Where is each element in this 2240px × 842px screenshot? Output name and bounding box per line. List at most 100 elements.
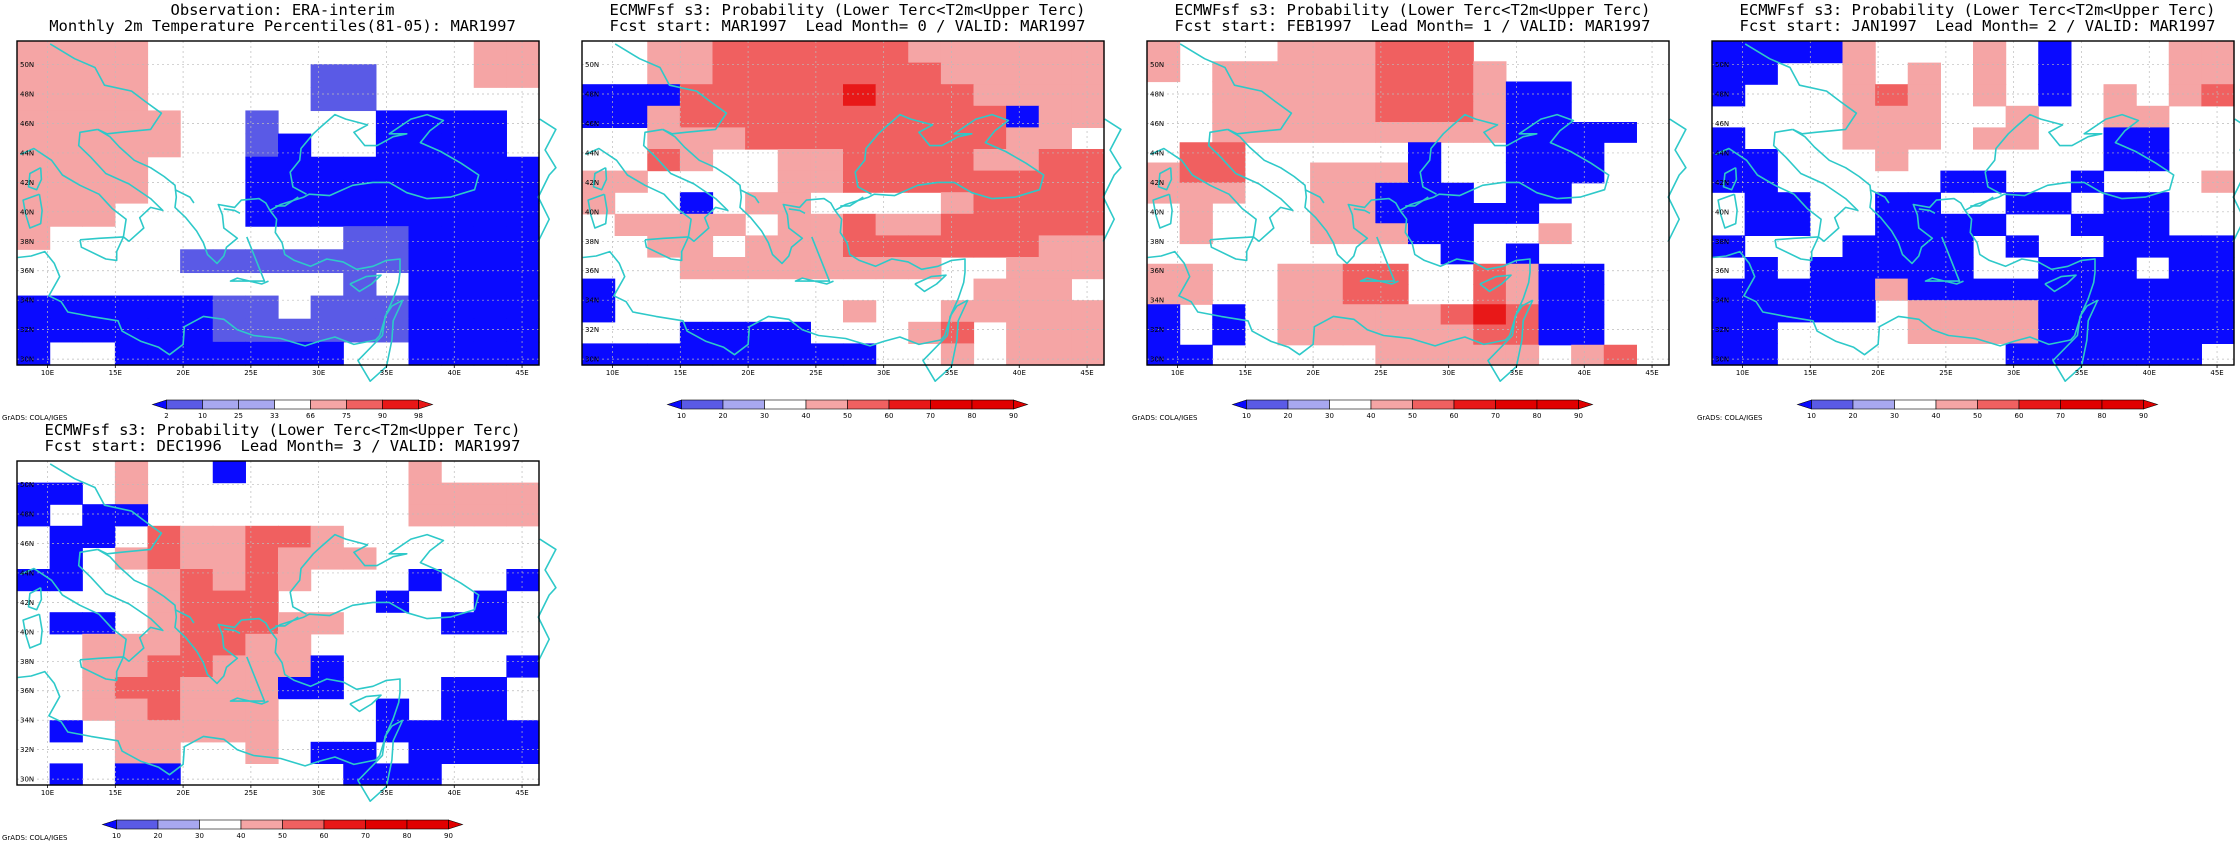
grid-cell xyxy=(1038,213,1072,236)
grid-cell xyxy=(1875,105,1909,128)
grid-cell xyxy=(212,655,246,678)
grid-cell xyxy=(212,612,246,635)
panel-title-line2: Monthly 2m Temperature Percentiles(81-05… xyxy=(49,17,516,35)
grid-cell xyxy=(473,272,507,297)
panel-title-line2: Fcst start: FEB1997 Lead Month= 1 / VALI… xyxy=(1174,17,1651,35)
colorbar-segment xyxy=(157,819,200,830)
grid-cell xyxy=(1179,223,1213,245)
grid-cell xyxy=(745,105,779,128)
panel-title-line2: Fcst start: DEC1996 Lead Month= 3 / VALI… xyxy=(44,437,521,455)
grid-cell xyxy=(1473,263,1507,285)
grid-cell xyxy=(1006,62,1040,85)
grid-cell xyxy=(908,41,942,64)
grid-cell xyxy=(1375,101,1409,123)
grid-cell xyxy=(843,62,877,85)
grid-cell xyxy=(506,741,540,764)
grid-cell xyxy=(1244,61,1279,83)
lon-tick-label: 20E xyxy=(1306,369,1319,377)
colorbar-label: 80 xyxy=(968,412,977,420)
colorbar-segment xyxy=(1453,399,1496,410)
grid-cell xyxy=(1505,81,1540,103)
grid-cell xyxy=(1907,235,1941,258)
lon-tick-label: 40E xyxy=(1013,369,1026,377)
grid-cell xyxy=(408,763,442,786)
grid-cell xyxy=(1006,321,1040,344)
grid-cell xyxy=(114,87,149,112)
colorbar-segment xyxy=(382,399,419,410)
grid-cell xyxy=(1375,81,1409,103)
grid-cell xyxy=(114,295,149,320)
lon-tick-label: 15E xyxy=(674,369,687,377)
grid-cell xyxy=(1538,101,1572,123)
grid-cell xyxy=(1473,81,1507,103)
grid-cell xyxy=(1310,223,1344,245)
grid-cell xyxy=(82,87,116,112)
grid-cell xyxy=(973,213,1007,236)
axis-labels: 10E 15E 20E 25E 30E 35E 40E 45E 50N 48N 46N 44N 42N 4… xyxy=(20,61,529,377)
grid-cell xyxy=(1038,41,1072,64)
grid-cell xyxy=(49,569,83,592)
grid-cell xyxy=(908,149,942,172)
grid-cell xyxy=(908,62,942,85)
grid-cell xyxy=(1744,41,1778,64)
grid-cell xyxy=(1375,203,1409,224)
grid-cell xyxy=(212,341,246,366)
grid-cell xyxy=(1375,122,1409,143)
grid-cell xyxy=(506,203,540,227)
lat-tick-label: 32N xyxy=(585,326,599,334)
colorbar-label: 10 xyxy=(1242,412,1251,420)
colorbar-segment xyxy=(238,399,275,410)
grid-cell xyxy=(49,110,83,135)
grid-cell xyxy=(17,504,51,527)
grid-cell xyxy=(82,698,116,721)
grid-cell xyxy=(49,133,83,158)
axis-labels: 10E 15E 20E 25E 30E 35E 40E 45E 50N 48N 46N 44N 42N 4… xyxy=(1150,61,1659,377)
grid-cell xyxy=(147,741,181,764)
grid-cell xyxy=(147,720,181,743)
grid-cell xyxy=(1310,101,1344,123)
grid-cell xyxy=(1777,213,1811,236)
grid-cell xyxy=(1147,324,1181,346)
grid-cell xyxy=(2103,84,2137,107)
grid-cell xyxy=(2103,343,2137,366)
map-frame xyxy=(1711,40,2235,366)
grid-cell xyxy=(1473,203,1507,224)
grid-cell xyxy=(614,84,648,107)
grid-cell xyxy=(506,655,540,678)
grid-cell xyxy=(777,257,811,280)
grid-cell xyxy=(1440,223,1474,245)
grid-cell xyxy=(2201,257,2235,280)
colorbar-label: 98 xyxy=(414,412,423,420)
grid-cell xyxy=(1744,170,1778,193)
grid-cell xyxy=(777,213,811,236)
grid-cell xyxy=(908,170,942,193)
grid-cell xyxy=(1179,142,1213,164)
grid-cell xyxy=(180,720,214,743)
map-frame xyxy=(581,40,1105,366)
grid-cell xyxy=(712,321,746,344)
grid-cell xyxy=(777,149,811,172)
grid-cell xyxy=(1006,170,1040,193)
grid-cell xyxy=(843,257,877,280)
grid-cell xyxy=(614,213,648,236)
grid-cell xyxy=(2038,192,2072,215)
grid-cell xyxy=(1375,162,1409,184)
grid-cell xyxy=(1375,223,1409,245)
grid-cell xyxy=(810,257,844,280)
grid-cell xyxy=(375,179,410,204)
grid-cell xyxy=(49,763,83,786)
grid-cell xyxy=(1408,162,1442,184)
colorbar: 10 20 30 40 50 60 70 80 90 xyxy=(1796,399,2159,420)
colorbar-segment xyxy=(199,819,242,830)
grid-cell xyxy=(82,318,116,343)
lat-tick-label: 30N xyxy=(20,776,34,784)
grid-cell xyxy=(2038,300,2072,323)
grid-cell xyxy=(212,318,246,343)
grid-cell xyxy=(908,213,942,236)
lon-tick-label: 25E xyxy=(809,369,822,377)
grid-cell xyxy=(17,295,51,320)
grid-cell xyxy=(1071,321,1105,344)
lat-tick-label: 50N xyxy=(585,61,599,69)
grid-cell xyxy=(1038,127,1072,150)
lon-tick-label: 20E xyxy=(741,369,754,377)
